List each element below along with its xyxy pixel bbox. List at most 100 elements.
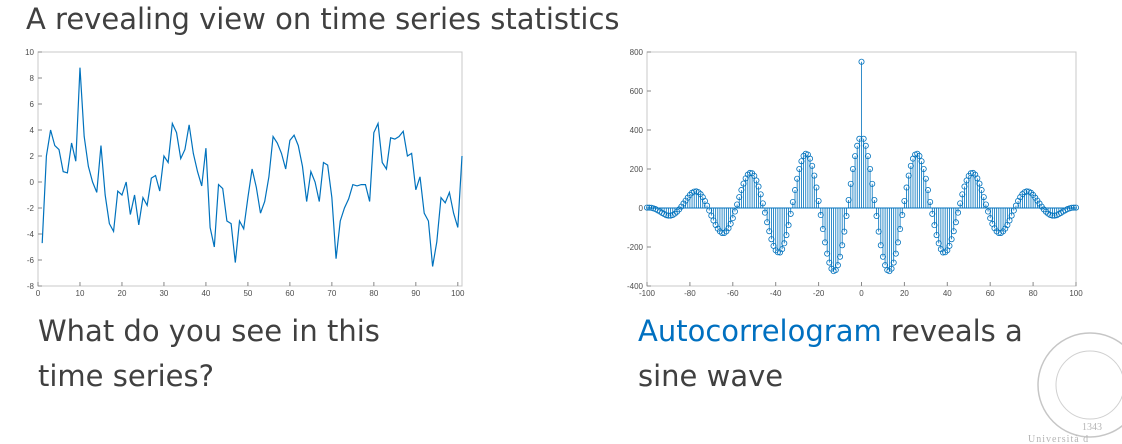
- slide-title: A revealing view on time series statisti…: [26, 2, 620, 36]
- stem-marker: [704, 202, 711, 209]
- stem-marker: [957, 200, 964, 207]
- stem-marker: [920, 165, 927, 172]
- stem-marker: [888, 265, 895, 272]
- stem-marker: [706, 207, 713, 214]
- caption: Autocorrelogram reveals a: [638, 314, 1023, 348]
- stem-marker: [950, 228, 957, 235]
- stem-marker: [867, 165, 874, 172]
- stem-marker: [952, 219, 959, 226]
- stem-marker: [781, 240, 788, 247]
- stem-marker: [901, 197, 908, 204]
- stem-marker: [644, 204, 651, 211]
- stem-marker: [794, 175, 801, 182]
- x-tick-label: -40: [770, 289, 782, 298]
- stem-marker: [646, 204, 653, 211]
- seal-year: 1343: [1082, 422, 1102, 433]
- stem-marker: [864, 153, 871, 160]
- stem-marker: [738, 187, 745, 194]
- caption: sine wave: [638, 359, 783, 393]
- caption-highlight: Autocorrelogram: [638, 314, 882, 348]
- stem-marker: [849, 165, 856, 172]
- stem-marker: [731, 208, 738, 215]
- y-tick-label: 4: [30, 126, 35, 135]
- stem-marker: [922, 175, 929, 182]
- seal-name: Università d: [1028, 434, 1089, 444]
- stem-marker: [914, 150, 921, 157]
- stem-marker: [899, 212, 906, 219]
- stem-marker: [815, 197, 822, 204]
- stem-marker: [817, 212, 824, 219]
- stem-marker: [665, 212, 672, 219]
- stem-marker: [663, 212, 670, 219]
- stem-marker: [931, 222, 938, 229]
- stem-marker: [787, 210, 794, 217]
- stem-marker: [907, 162, 914, 169]
- x-tick-label: -100: [639, 289, 656, 298]
- y-tick-label: 0: [639, 204, 644, 213]
- stem-marker: [723, 228, 730, 235]
- stem-marker: [1051, 212, 1058, 219]
- stem-marker: [882, 262, 889, 269]
- y-tick-label: 8: [30, 74, 35, 83]
- x-tick-label: 30: [159, 289, 168, 298]
- stem-marker: [987, 215, 994, 222]
- stem-marker: [783, 232, 790, 239]
- stem-marker: [903, 184, 910, 191]
- stem-marker: [875, 228, 882, 235]
- stem-marker: [800, 152, 807, 159]
- y-tick-label: 10: [25, 48, 34, 57]
- stem-marker: [905, 172, 912, 179]
- stem-marker: [985, 208, 992, 215]
- stem-marker: [798, 158, 805, 165]
- stem-marker: [892, 250, 899, 257]
- y-tick-label: 200: [630, 165, 644, 174]
- y-tick-label: -400: [627, 282, 644, 291]
- stem-marker: [736, 194, 743, 201]
- stem-marker: [877, 242, 884, 249]
- x-tick-label: 0: [36, 289, 41, 298]
- stem-marker: [691, 188, 698, 195]
- stem-marker: [955, 209, 962, 216]
- stem-marker: [1073, 204, 1080, 211]
- stem-marker: [959, 191, 966, 198]
- x-tick-label: 100: [451, 289, 465, 298]
- y-tick-label: 6: [30, 100, 35, 109]
- stem-marker: [873, 212, 880, 219]
- stem-marker: [796, 165, 803, 172]
- stem-marker: [813, 184, 820, 191]
- stem-marker: [916, 152, 923, 159]
- stem-marker: [686, 191, 693, 198]
- seal-ring: [1037, 332, 1122, 438]
- stem-marker: [929, 210, 936, 217]
- stem-marker: [1036, 200, 1043, 207]
- stem-marker: [766, 228, 773, 235]
- stem-marker: [839, 242, 846, 249]
- stem-marker: [918, 158, 925, 165]
- y-tick-label: -2: [27, 204, 35, 213]
- stem-marker: [961, 183, 968, 190]
- stem-marker: [824, 250, 831, 257]
- x-tick-label: 0: [859, 289, 864, 298]
- y-tick-label: -6: [27, 256, 35, 265]
- stem-marker: [860, 135, 867, 142]
- stem-marker: [995, 229, 1002, 236]
- stem-marker: [976, 180, 983, 187]
- stem-marker: [894, 239, 901, 246]
- stem-marker: [819, 226, 826, 233]
- stem-marker: [1027, 189, 1034, 196]
- stem-marker: [759, 200, 766, 207]
- stem-marker: [1068, 204, 1075, 211]
- stem-marker: [792, 187, 799, 194]
- stem-marker: [774, 249, 781, 256]
- stem-marker: [927, 198, 934, 205]
- stem-marker: [845, 197, 852, 204]
- x-tick-label: 80: [1029, 289, 1038, 298]
- y-tick-label: -4: [27, 230, 35, 239]
- caption: time series?: [38, 359, 214, 393]
- stem-marker: [822, 239, 829, 246]
- stem-marker: [785, 222, 792, 229]
- stem-marker: [847, 180, 854, 187]
- stem-marker: [974, 175, 981, 182]
- stem-marker: [924, 187, 931, 194]
